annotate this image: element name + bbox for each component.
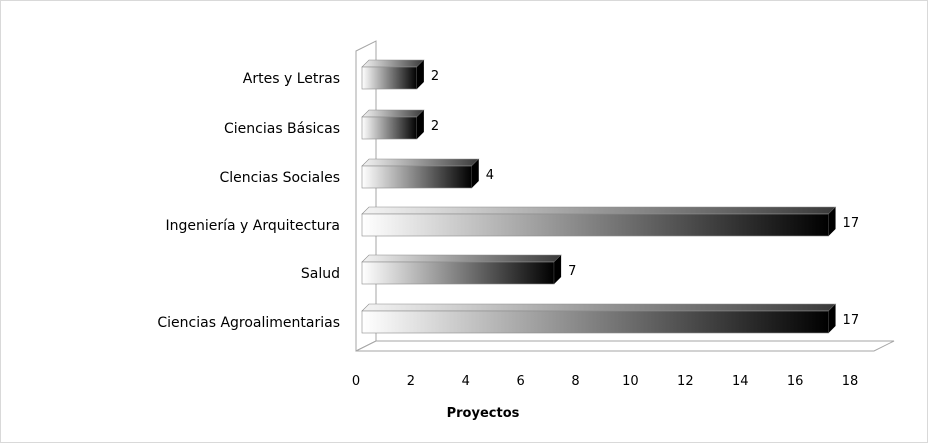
category-label: Salud	[301, 266, 340, 282]
bar-end-face	[828, 304, 836, 333]
x-tick-label: 10	[622, 374, 639, 389]
x-tick-label: 0	[352, 374, 360, 389]
bar-top-face	[361, 254, 562, 263]
category-label: Ingeniería y Arquitectura	[165, 218, 340, 234]
bar-top-face	[361, 206, 837, 215]
x-tick-label: 8	[571, 374, 579, 389]
bar-front-face	[361, 66, 418, 90]
floor	[355, 340, 895, 352]
bar-top-face	[361, 303, 837, 312]
bar-front-face	[361, 310, 829, 334]
bar-end-face	[471, 159, 479, 188]
category-label: Clencias Sociales	[220, 170, 340, 186]
x-tick-label: 12	[677, 374, 694, 389]
category-label: Ciencias Básicas	[224, 121, 340, 137]
category-label: Artes y Letras	[243, 71, 340, 87]
bar-top-face	[361, 59, 425, 68]
data-label: 17	[843, 313, 860, 328]
x-tick-label: 18	[842, 374, 859, 389]
x-tick-label: 16	[787, 374, 804, 389]
bar-ciencias-basicas	[361, 109, 425, 140]
bar-end-face	[416, 60, 424, 89]
bar-front-face	[361, 116, 418, 140]
x-tick-labels: 0 2 4 6 8 10 12 14 16 18	[352, 374, 858, 389]
bar-ciencias-agroalimentarias	[361, 303, 837, 334]
bar-front-face	[361, 261, 555, 285]
x-tick-label: 14	[732, 374, 749, 389]
x-tick-label: 4	[462, 374, 470, 389]
bar-ingenieria-y-arquitectura	[361, 206, 837, 237]
bar-top-face	[361, 158, 480, 167]
data-label: 17	[843, 216, 860, 231]
data-labels: 2 2 4 17 7 17	[431, 69, 859, 328]
x-axis-title: Proyectos	[447, 406, 520, 421]
bar-salud	[361, 254, 562, 285]
bar-end-face	[554, 255, 562, 284]
data-label: 7	[568, 264, 576, 279]
bar-end-face	[416, 110, 424, 139]
bar-front-face	[361, 213, 829, 237]
x-tick-label: 2	[407, 374, 415, 389]
data-label: 4	[486, 168, 494, 183]
bar-artes-y-letras	[361, 59, 425, 90]
data-label: 2	[431, 69, 439, 84]
category-label: Ciencias Agroalimentarias	[157, 315, 340, 331]
category-labels: Artes y Letras Ciencias Básicas Clencias S…	[157, 71, 340, 331]
bars-group	[361, 59, 837, 334]
x-tick-label: 6	[517, 374, 525, 389]
bar-clencias-sociales	[361, 158, 480, 189]
bar-end-face	[828, 207, 836, 236]
data-label: 2	[431, 119, 439, 134]
bar-top-face	[361, 109, 425, 118]
bar-front-face	[361, 165, 473, 189]
